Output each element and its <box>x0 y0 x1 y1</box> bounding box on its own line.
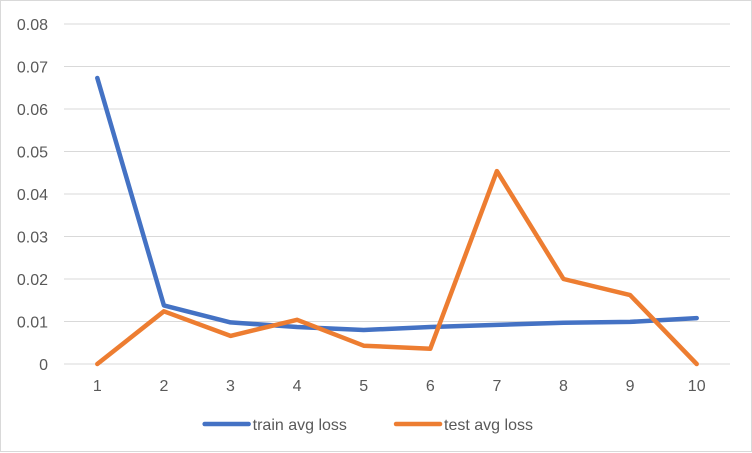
y-tick-label: 0.08 <box>17 17 48 34</box>
y-axis-tick-labels: 0 0.01 0.02 0.03 0.04 0.05 0.06 0.07 0.08 <box>17 17 48 374</box>
y-tick-label: 0.06 <box>17 102 48 119</box>
y-tick-label: 0 <box>39 357 48 374</box>
x-tick-label: 10 <box>688 378 706 395</box>
series-lines <box>95 75 699 367</box>
y-tick-label: 0.03 <box>17 230 48 247</box>
y-tick-label: 0.04 <box>17 187 48 204</box>
x-tick-label: 1 <box>93 378 102 395</box>
y-tick-label: 0.07 <box>17 60 48 77</box>
gridlines <box>64 23 730 365</box>
x-tick-label: 5 <box>359 378 368 395</box>
y-tick-label: 0.01 <box>17 315 48 332</box>
x-tick-label: 4 <box>293 378 302 395</box>
x-tick-label: 7 <box>492 378 501 395</box>
x-tick-label: 9 <box>626 378 635 395</box>
x-axis-tick-labels: 1 2 3 4 5 6 7 8 9 10 <box>93 378 706 395</box>
y-tick-label: 0.02 <box>17 272 48 289</box>
x-tick-label: 2 <box>159 378 168 395</box>
legend: train avg loss test avg loss <box>202 417 533 434</box>
legend-label-test-avg-loss: test avg loss <box>444 417 533 434</box>
x-tick-label: 3 <box>226 378 235 395</box>
legend-label-train-avg-loss: train avg loss <box>253 417 347 434</box>
series-line-test-avg-loss <box>95 168 699 367</box>
x-tick-label: 8 <box>559 378 568 395</box>
x-tick-label: 6 <box>426 378 435 395</box>
series-line-train-avg-loss <box>95 75 699 333</box>
y-tick-label: 0.05 <box>17 145 48 162</box>
